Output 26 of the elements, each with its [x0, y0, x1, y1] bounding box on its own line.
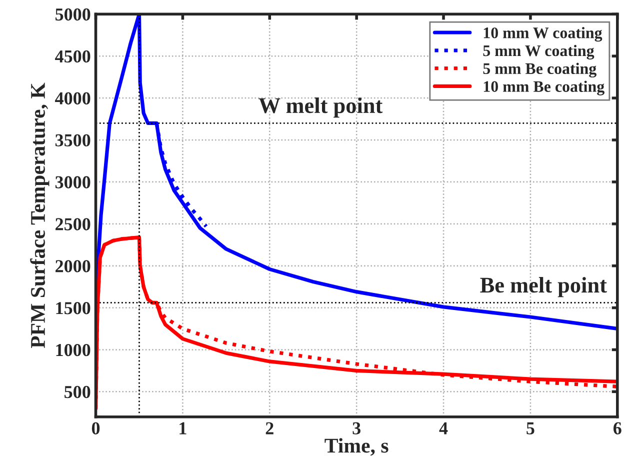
legend-label: 5 mm W coating	[483, 44, 594, 60]
x-tick-label: 0	[92, 422, 100, 434]
y-tick-label: 2500	[56, 218, 90, 230]
x-tick-label: 2	[266, 422, 274, 434]
y-tick-label: 1500	[56, 302, 90, 314]
line-series	[154, 121, 208, 228]
y-tick-label: 4500	[55, 50, 90, 63]
ref-line-label: W melt point	[258, 97, 383, 118]
legend-label: 5 mm Be coating	[483, 62, 596, 78]
y-tick-label: 3000	[55, 176, 90, 188]
x-tick-label: 6	[614, 422, 622, 434]
x-tick-label: 4	[439, 422, 448, 434]
y-tick-label: 500	[64, 386, 90, 398]
y-tick-label: 5000	[56, 8, 90, 21]
ref-line-label: Be melt point	[480, 277, 607, 298]
y-tick-label: 2000	[56, 260, 90, 272]
legend-label: 10 mm Be coating	[484, 80, 604, 96]
legend-label: 10 mm W coating	[484, 27, 602, 42]
x-tick-label: 5	[526, 422, 534, 434]
x-tick-label: 3	[352, 422, 360, 434]
y-tick-label: 1000	[56, 344, 90, 356]
y-tick-label: 4000	[55, 92, 90, 104]
y-tick-label: 3500	[55, 134, 90, 146]
x-axis-title: Time, s	[324, 438, 388, 456]
x-tick-label: 1	[180, 422, 186, 434]
y-axis-title: PFM Surface Temperature, K	[30, 82, 50, 348]
